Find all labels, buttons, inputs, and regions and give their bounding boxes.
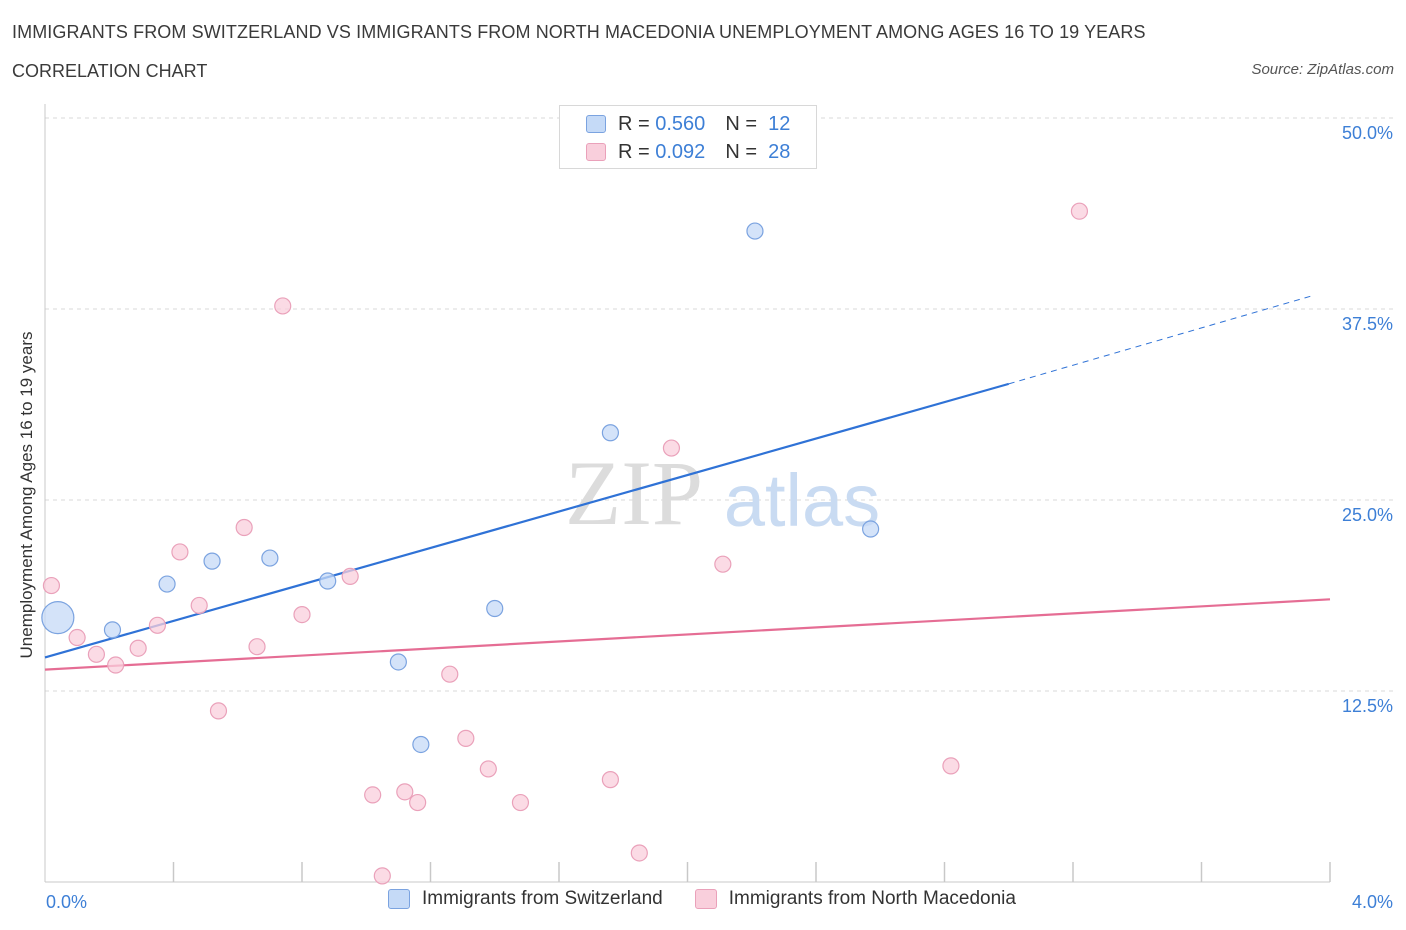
watermark: ZIP atlas: [565, 442, 880, 544]
point-north-macedonia: [68, 628, 86, 647]
trend-line-north-macedonia: [44, 598, 1331, 671]
tick-labels: 12.5% 25.0% 37.5% 50.0% 0.0% 4.0%: [46, 123, 1393, 912]
point-north-macedonia: [209, 702, 228, 720]
y-tick-label: 37.5%: [1342, 314, 1393, 334]
series-legend: Immigrants from Switzerland Immigrants f…: [388, 888, 1048, 910]
point-north-macedonia: [274, 297, 292, 315]
point-switzerland: [601, 424, 620, 442]
correlation-legend: R = 0.560 N = 12 R = 0.092 N = 28: [559, 105, 817, 169]
point-switzerland: [746, 222, 764, 240]
point-switzerland: [261, 549, 279, 567]
chart-subtitle: CORRELATION CHART: [12, 61, 208, 81]
point-north-macedonia: [511, 793, 530, 812]
r-value-north-macedonia: 0.092: [655, 140, 706, 163]
point-switzerland: [103, 621, 122, 639]
point-north-macedonia: [457, 729, 475, 747]
blue-swatch: [586, 115, 606, 133]
point-switzerland: [486, 599, 504, 618]
point-switzerland: [319, 572, 337, 590]
y-tick-label: 12.5%: [1342, 696, 1393, 716]
trend-lines: [44, 294, 1331, 671]
point-north-macedonia: [601, 771, 620, 789]
trend-line-switzerland-extension: [1008, 294, 1315, 385]
point-north-macedonia: [148, 616, 167, 634]
point-switzerland: [158, 575, 176, 593]
n-label: N =: [725, 112, 757, 135]
point-switzerland: [41, 601, 75, 635]
point-north-macedonia: [341, 567, 359, 586]
point-north-macedonia: [364, 786, 382, 804]
point-north-macedonia: [714, 555, 732, 573]
n-value-switzerland: 12: [768, 112, 791, 135]
r-label: R =: [618, 140, 650, 163]
point-switzerland: [862, 520, 880, 538]
point-north-macedonia: [373, 867, 391, 885]
point-switzerland: [389, 653, 407, 671]
blue-swatch: [388, 889, 410, 909]
source-label: Source: ZipAtlas.com: [1251, 61, 1394, 78]
trend-line-switzerland: [44, 382, 1010, 659]
y-tick-label: 25.0%: [1342, 505, 1393, 525]
point-north-macedonia: [409, 793, 427, 812]
point-north-macedonia: [441, 665, 459, 683]
r-label: R =: [618, 112, 650, 135]
point-north-macedonia: [630, 844, 648, 862]
x-tick-label: 0.0%: [46, 892, 87, 912]
point-north-macedonia: [662, 439, 681, 457]
legend-label-north-macedonia: Immigrants from North Macedonia: [728, 888, 1016, 909]
point-north-macedonia: [129, 639, 147, 657]
watermark-atlas: atlas: [724, 459, 880, 542]
point-north-macedonia: [42, 576, 61, 595]
n-value-north-macedonia: 28: [768, 140, 791, 163]
x-tick-label: 4.0%: [1352, 892, 1393, 912]
gridlines: [45, 117, 1394, 692]
point-north-macedonia: [1070, 202, 1089, 220]
legend-label-switzerland: Immigrants from Switzerland: [422, 888, 663, 909]
point-north-macedonia: [107, 656, 125, 674]
legend-item-switzerland: Immigrants from Switzerland: [388, 888, 663, 910]
point-north-macedonia: [396, 783, 414, 801]
n-label: N =: [725, 140, 757, 163]
point-north-macedonia: [235, 518, 253, 537]
pink-swatch: [586, 143, 606, 161]
point-north-macedonia: [942, 757, 960, 775]
legend-row-north-macedonia: R = 0.092 N = 28: [586, 140, 790, 164]
axes: [44, 104, 1331, 883]
point-switzerland: [412, 735, 430, 754]
point-north-macedonia: [190, 596, 208, 615]
y-tick-label: 50.0%: [1342, 123, 1393, 143]
r-value-switzerland: 0.560: [655, 112, 706, 135]
point-north-macedonia: [479, 760, 497, 778]
legend-item-north-macedonia: Immigrants from North Macedonia: [694, 888, 1016, 910]
point-north-macedonia: [171, 543, 189, 561]
legend-row-switzerland: R = 0.560 N = 12: [586, 112, 790, 136]
point-switzerland: [203, 552, 221, 570]
pink-swatch: [694, 889, 717, 909]
point-north-macedonia: [248, 638, 266, 656]
data-points: [41, 202, 1089, 885]
point-north-macedonia: [293, 605, 311, 624]
chart-title: IMMIGRANTS FROM SWITZERLAND VS IMMIGRANT…: [12, 22, 1146, 42]
point-north-macedonia: [87, 645, 106, 663]
watermark-zip: ZIP: [565, 442, 703, 544]
